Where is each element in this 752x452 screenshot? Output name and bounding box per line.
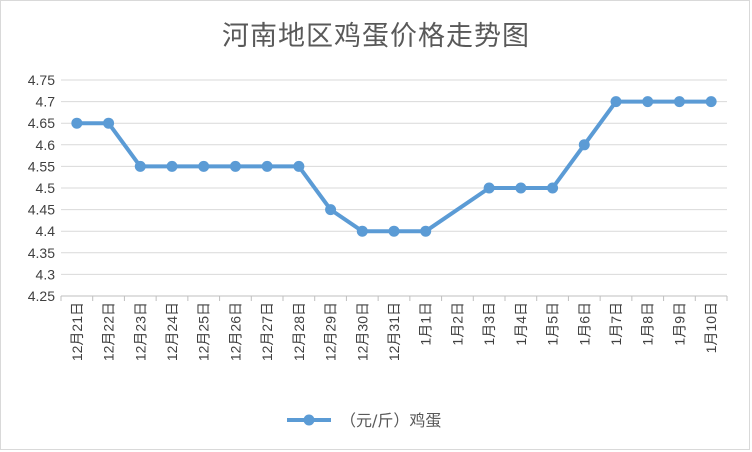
gridlines xyxy=(61,79,727,297)
legend: （元/斤）鸡蛋 xyxy=(287,411,441,430)
data-point xyxy=(229,160,241,172)
x-tick-label: 12月30日 xyxy=(354,302,370,361)
x-tick-label: 1月1日 xyxy=(418,302,434,346)
y-tick-label: 4.75 xyxy=(28,72,55,88)
data-point xyxy=(293,160,305,172)
chart-title: 河南地区鸡蛋价格走势图 xyxy=(222,21,530,52)
data-point xyxy=(325,204,337,216)
data-point xyxy=(420,225,432,237)
x-tick-label: 12月27日 xyxy=(259,302,275,361)
data-point xyxy=(198,160,210,172)
legend-label: （元/斤）鸡蛋 xyxy=(340,411,441,430)
series-layer xyxy=(71,96,717,237)
data-point xyxy=(166,160,178,172)
x-tick-label: 1月2日 xyxy=(449,302,465,346)
x-tick-label: 1月9日 xyxy=(671,302,687,346)
data-point xyxy=(356,225,368,237)
data-point xyxy=(483,182,495,194)
x-tick-label: 12月31日 xyxy=(386,302,402,361)
y-tick-label: 4.7 xyxy=(36,94,56,110)
y-tick-label: 4.55 xyxy=(28,158,55,174)
data-point xyxy=(388,225,400,237)
x-tick-label: 1月8日 xyxy=(640,302,656,346)
y-tick-label: 4.5 xyxy=(36,180,56,196)
y-tick-label: 4.6 xyxy=(36,137,56,153)
x-tick-label: 1月5日 xyxy=(545,302,561,346)
x-tick-label: 12月26日 xyxy=(227,302,243,361)
data-point xyxy=(610,96,622,108)
data-point xyxy=(134,160,146,172)
data-point xyxy=(515,182,527,194)
x-tick-label: 12月22日 xyxy=(101,302,117,361)
data-point xyxy=(642,96,654,108)
y-tick-label: 4.25 xyxy=(28,288,55,304)
x-tick-label: 1月3日 xyxy=(481,302,497,346)
x-tick-label: 12月28日 xyxy=(291,302,307,361)
x-tick-label: 1月4日 xyxy=(513,302,529,346)
x-axis: 12月21日 12月22日 12月23日 12月24日 12月25日 12月26日 12月2… xyxy=(60,296,728,361)
x-tick-label: 1月7日 xyxy=(608,302,624,346)
x-tick-label: 1月6日 xyxy=(576,302,592,346)
y-tick-label: 4.35 xyxy=(28,245,55,261)
x-tick-label: 12月21日 xyxy=(69,302,85,361)
y-tick-label: 4.3 xyxy=(36,266,56,282)
data-point xyxy=(673,96,685,108)
y-tick-label: 4.65 xyxy=(28,115,55,131)
x-tick-label: 12月29日 xyxy=(323,302,339,361)
x-tick-label: 12月23日 xyxy=(132,302,148,361)
y-tick-label: 4.4 xyxy=(36,223,56,239)
data-point xyxy=(705,96,717,108)
x-tick-label: 12月25日 xyxy=(196,302,212,361)
data-point xyxy=(71,117,83,129)
y-axis: 4.25 4.3 4.35 4.4 4.45 4.5 4.55 4.6 4.65 4.7 4.75 xyxy=(28,72,55,304)
x-tick-label: 12月24日 xyxy=(164,302,180,361)
data-point xyxy=(261,160,273,172)
data-point xyxy=(578,139,590,151)
data-point xyxy=(103,117,115,129)
x-tick-label: 1月10日 xyxy=(703,302,719,353)
y-tick-label: 4.45 xyxy=(28,202,55,218)
data-point xyxy=(547,182,559,194)
legend-point-marker xyxy=(303,414,315,426)
